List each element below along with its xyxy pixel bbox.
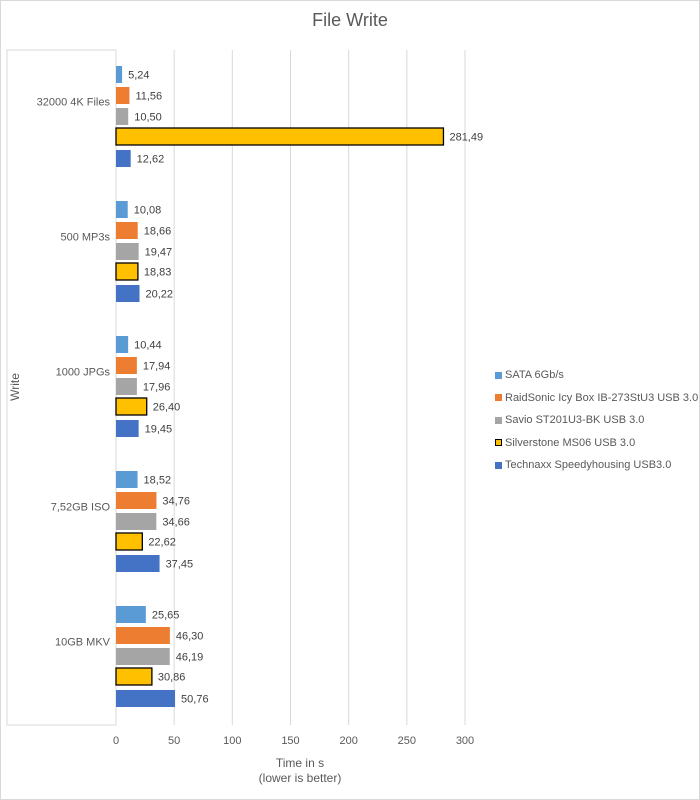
bar — [115, 397, 148, 416]
data-label: 18,83 — [144, 267, 172, 279]
legend-label: Savio ST201U3-BK USB 3.0 — [505, 414, 645, 427]
bar — [116, 222, 138, 239]
data-label: 25,65 — [152, 610, 180, 622]
bar — [115, 127, 445, 146]
bar — [116, 627, 170, 644]
bar — [116, 66, 123, 83]
legend-label: Silverstone MS06 USB 3.0 — [505, 436, 636, 449]
category-label: 10GB MKV — [55, 637, 111, 649]
bar — [116, 513, 157, 530]
bar — [116, 285, 140, 302]
bar — [116, 201, 128, 218]
category-axis-box — [6, 49, 117, 726]
data-label: 50,76 — [181, 694, 209, 706]
legend-item: Savio ST201U3-BK USB 3.0 — [495, 409, 698, 432]
x-tick-label: 300 — [456, 735, 474, 747]
data-label: 34,76 — [162, 496, 190, 508]
bar — [116, 690, 176, 707]
bar — [116, 606, 146, 623]
bar — [116, 108, 129, 125]
data-label: 18,52 — [144, 475, 172, 487]
category-label: 32000 4K Files — [37, 97, 111, 109]
bar — [116, 648, 170, 665]
x-tick-label: 50 — [168, 735, 180, 747]
x-axis-label: Time in s — [275, 756, 325, 770]
x-axis-note: (lower is better) — [258, 771, 342, 785]
data-label: 26,40 — [153, 402, 181, 414]
data-label: 11,56 — [135, 91, 162, 103]
bar — [115, 667, 153, 686]
bar — [116, 420, 139, 437]
legend-swatch — [495, 394, 502, 402]
category-label: 500 MP3s — [60, 232, 110, 244]
legend-label: Technaxx Speedyhousing USB3.0 — [505, 459, 672, 472]
x-tick-label: 250 — [398, 735, 416, 747]
x-tick-label: 0 — [113, 735, 119, 747]
chart-title: File Write — [312, 10, 388, 30]
data-label: 22,62 — [148, 537, 176, 549]
legend-swatch — [495, 416, 502, 424]
y-axis-title: Write — [8, 373, 22, 401]
data-label: 17,94 — [143, 361, 171, 373]
legend-label: SATA 6Gb/s — [505, 369, 564, 382]
x-tick-label: 200 — [339, 735, 357, 747]
data-label: 12,62 — [137, 154, 165, 166]
legend-item: RaidSonic Icy Box IB-273StU3 USB 3.0 — [495, 387, 698, 410]
bar — [116, 336, 129, 353]
data-label: 19,47 — [145, 247, 173, 259]
data-label: 20,22 — [146, 289, 174, 301]
data-label: 19,45 — [145, 424, 173, 436]
data-label: 34,66 — [162, 517, 190, 529]
data-label: 10,50 — [134, 112, 162, 124]
data-label: 46,30 — [176, 631, 204, 643]
x-tick-label: 100 — [223, 735, 241, 747]
bar — [116, 87, 130, 104]
data-label: 10,44 — [134, 340, 162, 352]
legend-swatch — [495, 371, 502, 379]
data-label: 37,45 — [166, 559, 194, 571]
legend-swatch — [495, 439, 502, 447]
legend-label: RaidSonic Icy Box IB-273StU3 USB 3.0 — [505, 391, 699, 404]
data-label: 46,19 — [176, 652, 204, 664]
data-label: 5,24 — [128, 70, 149, 82]
data-label: 18,66 — [144, 226, 172, 238]
data-label: 10,08 — [134, 205, 162, 217]
bar — [115, 262, 139, 281]
legend-swatch — [495, 461, 502, 469]
legend-item: Silverstone MS06 USB 3.0 — [495, 432, 698, 455]
data-label: 30,86 — [158, 672, 186, 684]
data-label: 281,49 — [449, 132, 483, 144]
bar — [116, 492, 157, 509]
bar — [116, 150, 131, 167]
category-label: 1000 JPGs — [56, 367, 111, 379]
bar — [116, 243, 139, 260]
x-axis-title: Time in s (lower is better) — [200, 756, 400, 786]
data-label: 17,96 — [143, 382, 171, 394]
legend-item: Technaxx Speedyhousing USB3.0 — [495, 454, 698, 477]
bar — [116, 378, 137, 395]
category-label: 7,52GB ISO — [51, 502, 111, 514]
bar — [115, 532, 143, 551]
bar — [116, 357, 137, 374]
bar — [116, 555, 160, 572]
legend-item: SATA 6Gb/s — [495, 364, 698, 387]
bar — [116, 471, 138, 488]
legend: SATA 6Gb/s RaidSonic Icy Box IB-273StU3 U… — [495, 364, 698, 477]
x-tick-label: 150 — [281, 735, 299, 747]
